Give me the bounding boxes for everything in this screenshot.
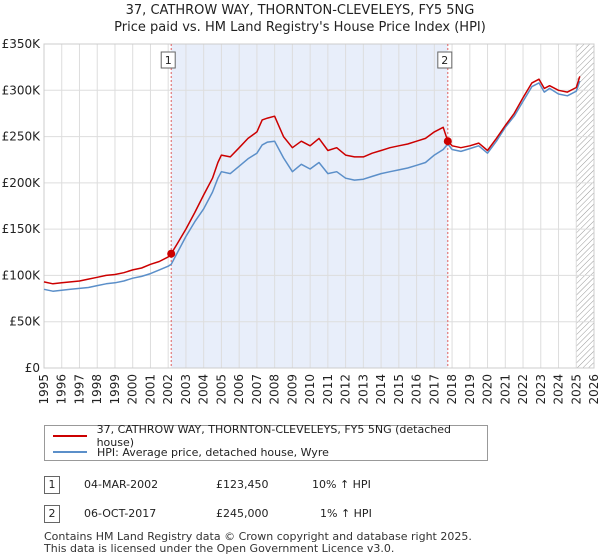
property-price-line bbox=[43, 76, 581, 285]
x-tick-label: 2026 bbox=[587, 374, 600, 405]
x-tick-label: 2012 bbox=[339, 374, 353, 405]
x-tick-label: 1995 bbox=[37, 374, 51, 405]
x-tick-label: 2016 bbox=[410, 374, 424, 405]
sale-point bbox=[443, 137, 452, 146]
x-tick-label: 2013 bbox=[356, 374, 370, 405]
legend-label-hpi: HPI: Average price, detached house, Wyre bbox=[97, 445, 329, 459]
legend-swatch-property bbox=[53, 435, 87, 437]
x-tick-label: 2000 bbox=[126, 374, 140, 405]
x-tick-label: 1996 bbox=[55, 374, 69, 405]
transaction-date: 04-MAR-2002 bbox=[84, 478, 159, 491]
hpi-line bbox=[43, 80, 581, 292]
hatched-future-area bbox=[576, 44, 594, 368]
legend: 37, CATHROW WAY, THORNTON-CLEVELEYS, FY5… bbox=[44, 423, 488, 461]
y-tick-label: £100K bbox=[2, 268, 42, 282]
legend-item-property: 37, CATHROW WAY, THORNTON-CLEVELEYS, FY5… bbox=[53, 423, 487, 449]
transaction-price: £245,000 bbox=[216, 507, 269, 520]
x-tick-label: 2004 bbox=[197, 374, 211, 405]
x-tick-label: 2019 bbox=[463, 374, 477, 405]
x-tick-label: 2014 bbox=[374, 374, 388, 405]
x-tick-label: 2025 bbox=[569, 374, 583, 405]
x-tick-label: 2015 bbox=[392, 374, 406, 405]
y-tick-label: £150K bbox=[2, 222, 42, 236]
x-tick-label: 2024 bbox=[552, 374, 566, 405]
footer-copyright: Contains HM Land Registry data © Crown c… bbox=[44, 530, 472, 543]
sale-marker-label: 1 bbox=[165, 54, 172, 67]
legend-swatch-hpi bbox=[53, 451, 87, 453]
x-tick-label: 2018 bbox=[445, 374, 459, 405]
y-tick-label: £200K bbox=[2, 176, 42, 190]
plot-area: £0 £50K £100K £150K £200K £250K £300K £350K 1995… bbox=[2, 37, 600, 405]
x-tick-label: 2020 bbox=[481, 374, 495, 405]
x-tick-label: 2002 bbox=[161, 374, 175, 405]
chart-title: 37, CATHROW WAY, THORNTON-CLEVELEYS, FY5… bbox=[126, 3, 475, 18]
y-tick-label: £50K bbox=[9, 315, 41, 329]
x-tick-label: 2023 bbox=[534, 374, 548, 405]
transaction-number: 2 bbox=[44, 505, 60, 523]
transaction-number: 1 bbox=[44, 476, 60, 494]
shaded-ownership-period bbox=[171, 44, 448, 368]
y-tick-label: £0 bbox=[25, 361, 40, 375]
x-tick-label: 2006 bbox=[232, 374, 246, 405]
sale-marker-box bbox=[437, 51, 453, 69]
x-tick-label: 1998 bbox=[90, 374, 104, 405]
legend-item-hpi: HPI: Average price, detached house, Wyre bbox=[53, 444, 329, 460]
transaction-date: 06-OCT-2017 bbox=[84, 507, 157, 520]
footer: Contains HM Land Registry data © Crown c… bbox=[44, 531, 472, 555]
plot-frame bbox=[43, 43, 595, 369]
x-tick-label: 2003 bbox=[179, 374, 193, 405]
sale-marker-label: 2 bbox=[441, 54, 448, 67]
x-tick-label: 2009 bbox=[285, 374, 299, 405]
x-tick-label: 1999 bbox=[108, 374, 122, 405]
sale-point bbox=[167, 249, 176, 258]
y-tick-label: £300K bbox=[2, 83, 42, 97]
transaction-hpi: 10% ↑ HPI bbox=[312, 478, 371, 491]
x-tick-label: 2022 bbox=[516, 374, 530, 405]
x-tick-label: 2010 bbox=[303, 374, 317, 405]
x-tick-label: 2001 bbox=[143, 374, 157, 405]
price-chart: 37, CATHROW WAY, THORNTON-CLEVELEYS, FY5… bbox=[2, 3, 600, 405]
x-tick-label: 2017 bbox=[427, 374, 441, 405]
y-tick-label: £250K bbox=[2, 130, 42, 144]
footer-licence: This data is licensed under the Open Gov… bbox=[44, 542, 395, 555]
x-tick-label: 1997 bbox=[72, 374, 86, 405]
x-tick-label: 2011 bbox=[321, 374, 335, 405]
transaction-hpi: 1% ↑ HPI bbox=[320, 507, 372, 520]
legend-label-property: 37, CATHROW WAY, THORNTON-CLEVELEYS, FY5… bbox=[96, 423, 452, 449]
x-tick-label: 2008 bbox=[268, 374, 282, 405]
x-tick-label: 2005 bbox=[214, 374, 228, 405]
chart-subtitle: Price paid vs. HM Land Registry's House … bbox=[114, 20, 486, 35]
transaction-price: £123,450 bbox=[216, 478, 269, 491]
sale-marker-box bbox=[160, 51, 176, 69]
x-tick-label: 2021 bbox=[498, 374, 512, 405]
y-tick-label: £350K bbox=[2, 37, 42, 51]
x-tick-label: 2007 bbox=[250, 374, 264, 405]
